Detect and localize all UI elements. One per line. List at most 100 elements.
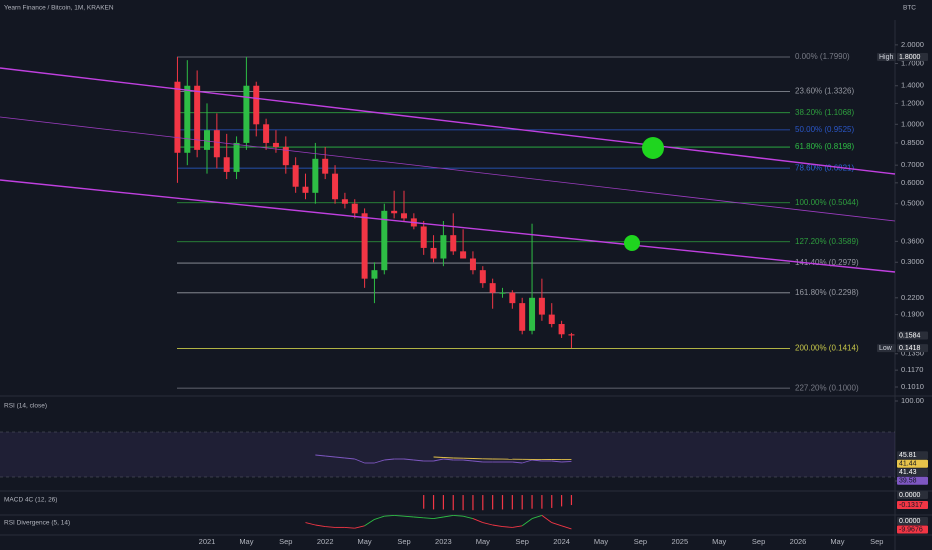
candle-body [194, 85, 201, 150]
candle-body [332, 173, 339, 200]
indicator-line [413, 516, 424, 519]
candle-body [420, 226, 427, 248]
y-tick-label: 0.5000 [901, 199, 924, 208]
indicator-line [472, 518, 483, 524]
indicator-line [403, 458, 414, 461]
indicator-line [354, 525, 365, 529]
drawings [0, 67, 896, 273]
histogram-bar [442, 495, 444, 510]
channel-line [0, 179, 896, 273]
indicator-line [315, 524, 326, 528]
candle-body [233, 142, 240, 172]
fib-label: 100.00% (0.5044) [795, 198, 859, 207]
x-tick-label: May [358, 537, 372, 546]
indicator-line [374, 515, 385, 520]
price-tag-label: Low [879, 345, 893, 352]
price-badge-label: 0.1584 [899, 332, 921, 339]
price-badge [897, 501, 928, 510]
x-tick-label: 2023 [435, 537, 452, 546]
price-badge-label: 39.58 [899, 478, 917, 485]
price-tag-label: High [879, 54, 894, 61]
candle-body [381, 210, 388, 271]
indicator-line [463, 459, 473, 462]
histogram-bar [472, 495, 474, 511]
fib-label: 0.00% (1.7990) [795, 52, 850, 61]
indicator-line [551, 522, 562, 527]
candle-body [558, 324, 565, 335]
price-badge [897, 451, 928, 460]
indicator-line [413, 459, 424, 462]
indicator-line [453, 514, 464, 517]
y-tick-label: 1.0000 [901, 119, 924, 128]
price-tag [877, 52, 896, 61]
price-badge [897, 468, 928, 477]
fib-label: 200.00% (0.1414) [795, 344, 859, 353]
x-tick-label: 2024 [553, 537, 570, 546]
y-tick-label: 2.0000 [901, 40, 924, 49]
candle-body [519, 303, 526, 331]
candle-body [371, 270, 378, 279]
price-badge [897, 344, 928, 353]
fib-label: 61.80% (0.8198) [795, 142, 854, 151]
indicator-line [423, 517, 434, 520]
indicator-line [443, 514, 454, 518]
candle-body [213, 130, 220, 158]
candle-body [174, 81, 181, 153]
histogram-bar [541, 495, 543, 509]
indicator-line [443, 458, 454, 461]
candle-body [361, 213, 368, 279]
indicator-line [433, 458, 444, 462]
x-tick-label: 2022 [317, 537, 334, 546]
histogram-bar [570, 495, 573, 506]
x-tick-label: May [476, 537, 490, 546]
x-tick-label: May [239, 537, 253, 546]
y-tick-label: 0.8500 [901, 138, 924, 147]
price-badge [897, 525, 928, 534]
candle-body [450, 235, 457, 252]
indicator-line [394, 514, 405, 517]
y-tick-label: 0.7000 [901, 160, 924, 169]
rsi-band [0, 432, 895, 477]
pane-title: RSI Divergence (5, 14) [4, 520, 70, 527]
candle-body [272, 142, 279, 148]
histogram-bar [432, 495, 435, 510]
histogram-bar [521, 495, 523, 510]
histogram-bar [531, 495, 533, 509]
candle-body [509, 292, 516, 304]
y-tick-label: 0.1900 [901, 310, 924, 319]
indicator-line [433, 456, 444, 458]
pane-title: RSI (14, close) [4, 403, 47, 410]
channel-line [0, 67, 896, 175]
indicator-line [512, 525, 523, 528]
candle-body [489, 283, 496, 293]
histogram-bar [501, 495, 504, 510]
price-badge-label: 0.1418 [899, 345, 921, 352]
histogram-bar [511, 495, 513, 510]
candle-body [529, 297, 536, 331]
x-tick-label: May [594, 537, 608, 546]
fib-label: 161.80% (0.2298) [795, 288, 859, 297]
indicator-line [482, 522, 493, 526]
indicator-line [374, 459, 385, 464]
marker-circle [642, 137, 664, 159]
candle-body [341, 199, 348, 204]
candle-body [204, 130, 210, 150]
x-tick-label: Sep [279, 537, 292, 546]
fib-label: 23.60% (1.3326) [795, 87, 854, 96]
y-tick-label: 1.7000 [901, 58, 924, 67]
candle-body [568, 334, 575, 336]
price-badge [897, 476, 928, 485]
candle-body [538, 297, 545, 315]
indicator-line [561, 525, 572, 530]
fib-label: 127.20% (0.3589) [795, 237, 859, 246]
candle-body [292, 165, 299, 187]
indicator-line [433, 516, 444, 520]
candle-body [312, 158, 319, 193]
histogram-bar [462, 495, 464, 511]
candle-body [351, 203, 358, 214]
price-badge [897, 517, 928, 525]
x-tick-label: Sep [752, 537, 765, 546]
price-badge [897, 331, 928, 340]
price-badge-label: 41.44 [899, 461, 917, 468]
indicator-line [443, 457, 454, 459]
